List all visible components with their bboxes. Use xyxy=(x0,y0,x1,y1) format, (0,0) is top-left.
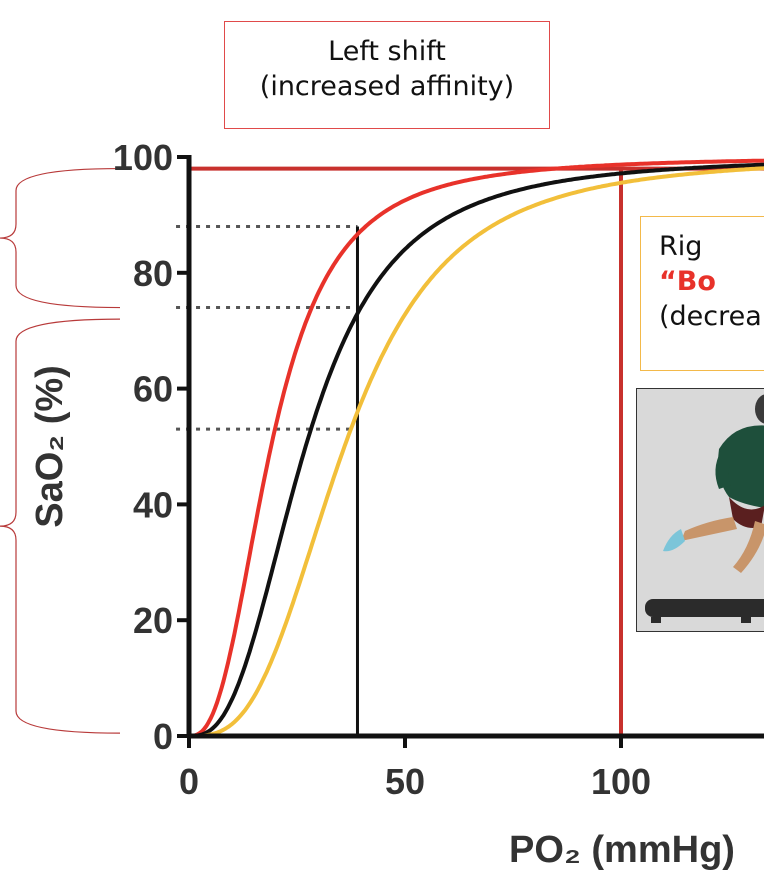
normal-curve xyxy=(189,162,764,738)
right-shift-annotation: Rig “Bo (decrea xyxy=(640,216,764,371)
y-tick-label: 60 xyxy=(133,369,173,410)
y-axis-label: SaO₂ (%) xyxy=(29,365,71,528)
x-tick-label: 100 xyxy=(591,761,651,802)
runner-shorts xyxy=(729,497,764,528)
x-tick-label: 50 xyxy=(385,761,425,802)
treadmill-belt xyxy=(645,599,764,617)
y-tick-label: 100 xyxy=(113,137,173,178)
runner-back-leg xyxy=(681,517,737,541)
dissociation-curves xyxy=(189,158,764,738)
right-shift-subtitle: (decrea xyxy=(659,301,762,333)
right-shift-title: Rig xyxy=(659,231,703,262)
left-shift-subtitle: (increased affinity) xyxy=(259,71,515,103)
axes: 0 20 40 60 80 100 0 50 100 xyxy=(113,137,764,802)
left-shift-title: Left shift xyxy=(328,36,446,67)
runner-shirt xyxy=(718,425,764,508)
runner-arm xyxy=(715,451,733,489)
y-tick-label: 20 xyxy=(133,600,173,641)
right-shift-curve xyxy=(189,166,764,738)
treadmill-foot-right xyxy=(741,617,751,623)
brace-high-range xyxy=(0,167,121,309)
y-tick-label: 0 xyxy=(153,716,173,757)
runner-shoe xyxy=(663,529,685,552)
x-axis-label: PO₂ (mmHg) xyxy=(509,829,735,871)
runner-head xyxy=(755,394,764,424)
runner-icon xyxy=(645,394,764,623)
y-tick-label: 40 xyxy=(133,484,173,525)
brace-low-range xyxy=(0,318,121,734)
x-tick-label: 0 xyxy=(179,761,199,802)
saturation-range-braces xyxy=(0,167,121,734)
runner-illustration xyxy=(636,388,764,632)
runner-front-leg xyxy=(733,521,764,573)
left-shift-curve xyxy=(189,158,764,738)
treadmill-foot-left xyxy=(651,617,661,623)
y-tick-label: 80 xyxy=(133,253,173,294)
right-shift-effect: “Bo xyxy=(659,266,716,298)
left-shift-annotation: Left shift (increased affinity) xyxy=(224,21,550,129)
